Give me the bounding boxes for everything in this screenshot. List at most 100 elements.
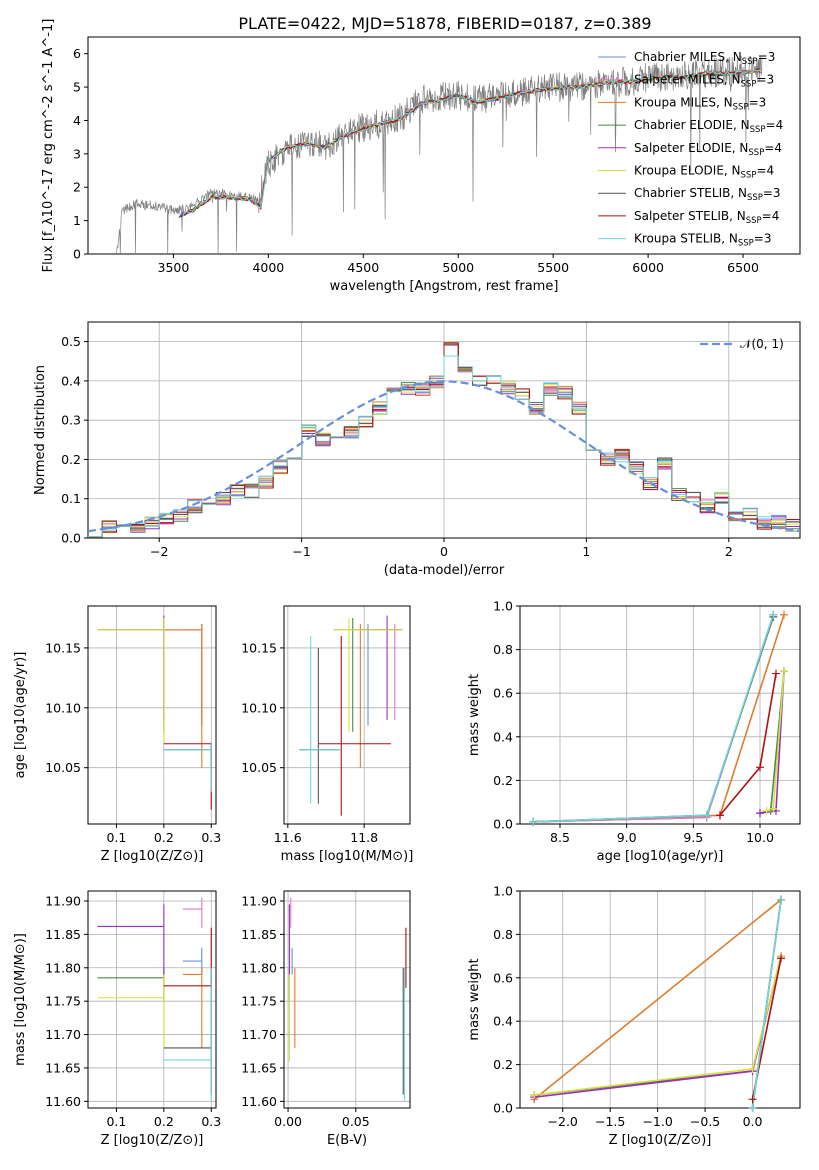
- x-tick-label: 0.1: [106, 1114, 126, 1129]
- legend-label: Salpeter ELODIE, NSSP=4: [634, 141, 782, 158]
- legend-label: Chabrier ELODIE, NSSP=4: [634, 118, 783, 135]
- chart-title: PLATE=0422, MJD=51878, FIBERID=0187, z=0…: [238, 14, 651, 33]
- y-tick-label: 0.4: [493, 729, 513, 744]
- mass-weight-marker: [716, 811, 724, 820]
- x-axis-label: Z [log10(Z/Z⊙)]: [609, 1133, 712, 1148]
- y-tick-label: 1: [73, 213, 81, 228]
- x-tick-label: 0.2: [154, 1114, 174, 1129]
- axes-frame: [283, 605, 411, 825]
- mass-weight-marker: [769, 610, 778, 619]
- x-tick-label: −1.0: [642, 1114, 672, 1129]
- legend-label: Salpeter STELIB, NSSP=4: [634, 209, 779, 226]
- y-tick-label: 11.60: [45, 1094, 81, 1109]
- y-axis-label: mass [log10(M/M⊙)]: [13, 933, 28, 1066]
- x-tick-label: 5500: [537, 260, 569, 275]
- y-tick-label: 0.0: [493, 1101, 513, 1116]
- y-tick-label: 1.0: [493, 884, 513, 899]
- mass-weight-line-salpeter-stelib: [719, 673, 777, 816]
- axes-frame: [87, 36, 801, 255]
- mass-weight-line-kroupa-miles: [533, 899, 782, 1100]
- y-tick-label: 0.2: [61, 452, 81, 467]
- mass-weight-marker: [769, 804, 778, 813]
- y-tick-label: 0.0: [493, 817, 513, 832]
- mass_vs_Z-plot-area: [97, 897, 212, 1102]
- y-tick-label: 0.2: [493, 773, 513, 788]
- y-axis-label: Flux [f_λ10^-17 erg cm^-2 s^-1 A^-1]: [41, 19, 56, 273]
- hist-step-kroupa-stelib: [88, 355, 800, 538]
- y-tick-label: 6: [73, 46, 81, 61]
- x-tick-label: 0.3: [201, 1114, 221, 1129]
- y-tick-label: 0.5: [61, 334, 81, 349]
- x-tick-label: −1: [292, 544, 310, 559]
- mass-weight-line-chabrier-miles: [533, 614, 775, 823]
- y-tick-label: 10.15: [241, 640, 277, 655]
- x-tick-label: 2: [725, 544, 733, 559]
- axes-frame: [519, 890, 801, 1109]
- x-tick-label: 0.00: [274, 1114, 302, 1129]
- y-tick-label: 0.4: [61, 373, 81, 388]
- x-tick-label: 0.05: [342, 1114, 370, 1129]
- y-tick-label: 10.10: [241, 700, 277, 715]
- y-tick-label: 10.10: [45, 700, 81, 715]
- massweight_vs_age-plot-area: [533, 614, 785, 823]
- x-tick-label: 9.5: [683, 830, 703, 845]
- mass-weight-line-salpeter-miles: [533, 614, 775, 823]
- x-tick-label: 1: [582, 544, 590, 559]
- x-tick-label: 0.2: [154, 830, 174, 845]
- y-axis-label: Normed distribution: [33, 365, 48, 495]
- y-tick-label: 11.60: [241, 1094, 277, 1109]
- mass-weight-marker: [702, 811, 711, 820]
- y-tick-label: 11.70: [241, 1027, 277, 1042]
- y-tick-label: 11.85: [45, 927, 81, 942]
- x-tick-label: 11.6: [274, 830, 302, 845]
- y-tick-label: 11.90: [241, 894, 277, 909]
- x-tick-label: 3500: [158, 260, 190, 275]
- x-axis-label: age [log10(age/yr)]: [597, 849, 724, 864]
- age_vs_mass-plot-area: [299, 615, 403, 816]
- y-tick-label: 0.6: [493, 686, 513, 701]
- x-axis-label: mass [log10(M/M⊙)]: [281, 849, 414, 864]
- legend-label: Salpeter MILES, NSSP=3: [634, 73, 774, 90]
- axes-frame: [87, 605, 217, 825]
- x-axis-label: Z [log10(Z/Z⊙)]: [101, 1133, 204, 1148]
- y-tick-label: 10.05: [45, 760, 81, 775]
- y-tick-label: 2: [73, 180, 81, 195]
- normal-curve: [88, 380, 800, 533]
- x-tick-label: 6500: [727, 260, 759, 275]
- y-tick-label: 11.65: [45, 1060, 81, 1075]
- y-tick-label: 11.85: [241, 927, 277, 942]
- mass-weight-line-kroupa-miles: [533, 614, 785, 823]
- data-spectrum-line: [116, 55, 763, 254]
- axes-frame: [519, 605, 801, 825]
- spectrum-plot-area: [116, 55, 763, 254]
- mass-weight-marker: [777, 954, 786, 963]
- y-axis-label: mass weight: [467, 674, 482, 756]
- x-tick-label: 11.8: [350, 830, 378, 845]
- mass-weight-line-chabrier-stelib: [533, 616, 775, 823]
- mass-weight-marker: [756, 763, 764, 772]
- x-tick-label: 0.3: [201, 830, 221, 845]
- y-tick-label: 0.8: [493, 927, 513, 942]
- mass-weight-marker: [529, 817, 538, 826]
- y-tick-label: 11.80: [241, 960, 277, 975]
- x-axis-label: E(B-V): [327, 1133, 367, 1148]
- y-tick-label: 0.2: [493, 1057, 513, 1072]
- x-tick-label: −0.5: [690, 1114, 720, 1129]
- y-tick-label: 4: [73, 113, 81, 128]
- x-tick-label: 10.0: [746, 830, 774, 845]
- x-tick-label: 9.0: [617, 830, 637, 845]
- mass-weight-line-kroupa-stelib: [751, 899, 782, 1108]
- y-tick-label: 11.90: [45, 894, 81, 909]
- x-tick-label: 8.5: [550, 830, 570, 845]
- y-tick-label: 11.80: [45, 960, 81, 975]
- y-tick-label: 11.75: [45, 994, 81, 1009]
- mass-weight-marker: [748, 1095, 757, 1104]
- residuals-plot-area: [88, 342, 800, 538]
- axes-frame: [283, 890, 411, 1109]
- x-tick-label: −1.5: [595, 1114, 625, 1129]
- axes-frame: [87, 890, 217, 1109]
- x-axis-label: (data-model)/error: [384, 563, 505, 578]
- age_vs_Z-plot-area: [97, 615, 212, 810]
- y-tick-label: 1.0: [493, 599, 513, 614]
